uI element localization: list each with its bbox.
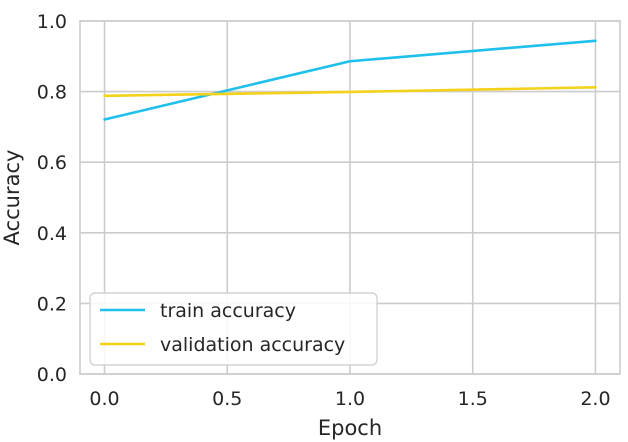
axes-frame [79, 20, 621, 375]
y-tick-label: 1.0 [37, 11, 67, 33]
y-tick-label: 0.4 [37, 223, 67, 245]
y-axis-label: Accuracy [0, 150, 24, 246]
x-tick-label: 0.0 [89, 388, 119, 410]
y-tick-label: 0.6 [37, 152, 67, 174]
legend-box [89, 292, 378, 366]
legend: train accuracy validation accuracy [89, 292, 378, 366]
series-line-train [103, 39, 597, 121]
series-line-validation [103, 86, 597, 98]
x-tick-label: 1.5 [458, 388, 488, 410]
y-tick-label: 0.2 [37, 293, 67, 315]
y-tick-label: 0.0 [37, 364, 67, 386]
x-axis-label: Epoch [318, 416, 382, 440]
x-tick-label: 1.0 [335, 388, 365, 410]
legend-label: validation accuracy [160, 334, 345, 356]
axes-border [79, 20, 621, 375]
y-tick-label: 0.8 [37, 82, 67, 104]
series-layer [103, 39, 597, 121]
tick-labels: 0.0 0.5 1.0 1.5 2.0 0.0 0.2 0.4 0.6 0.8 1.0 [37, 11, 611, 410]
x-tick-label: 2.0 [580, 388, 610, 410]
legend-label: train accuracy [160, 300, 296, 322]
x-tick-label: 0.5 [212, 388, 242, 410]
